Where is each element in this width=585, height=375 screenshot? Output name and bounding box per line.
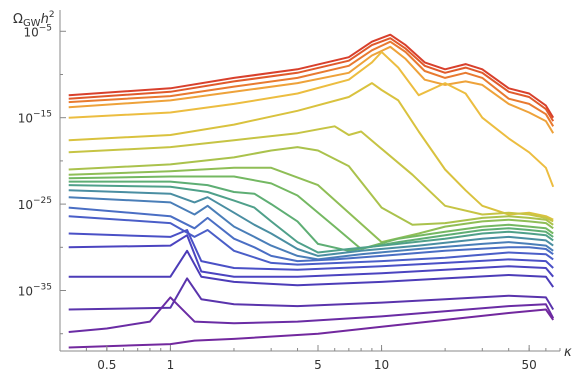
y-tick-label: 10−15 xyxy=(18,110,52,126)
x-tick-label: 1 xyxy=(167,358,175,372)
series-line-2 xyxy=(68,37,555,122)
x-tick-label: 10 xyxy=(374,358,389,372)
series-line-5 xyxy=(68,51,555,188)
series-line-17 xyxy=(68,229,554,271)
y-tick-label: 10−25 xyxy=(18,196,52,212)
y-ticks: 10−5 10−15 10−25 10−35 xyxy=(18,23,66,335)
x-tick-label: 0.5 xyxy=(97,358,116,372)
series-line-14 xyxy=(68,196,554,261)
y-tick-label: 10−5 xyxy=(23,23,52,39)
series-line-21 xyxy=(68,296,555,333)
series-line-1 xyxy=(68,33,555,119)
series-line-16 xyxy=(68,215,554,266)
series-line-22 xyxy=(68,308,555,349)
series-line-8 xyxy=(68,146,554,226)
x-tick-label: 5 xyxy=(314,358,322,372)
plot-lines xyxy=(68,33,555,349)
series-line-13 xyxy=(68,189,554,257)
series-line-12 xyxy=(68,184,554,254)
x-axis-title: κ xyxy=(564,345,572,360)
series-line-11 xyxy=(68,180,554,252)
series-line-3 xyxy=(68,40,555,127)
series-line-20 xyxy=(68,277,555,311)
x-tick-label: 50 xyxy=(522,358,537,372)
series-line-6 xyxy=(68,82,554,221)
series-line-18 xyxy=(68,234,554,278)
series-line-7 xyxy=(68,125,554,223)
series-line-19 xyxy=(68,249,555,288)
x-ticks: 0.5 1 5 10 50 xyxy=(59,345,561,372)
series-line-10 xyxy=(68,175,554,250)
series-line-15 xyxy=(68,206,554,263)
y-axis-title: ΩGWh2 xyxy=(13,10,55,29)
y-tick-label: 10−35 xyxy=(18,283,52,299)
series-line-4 xyxy=(68,45,555,134)
